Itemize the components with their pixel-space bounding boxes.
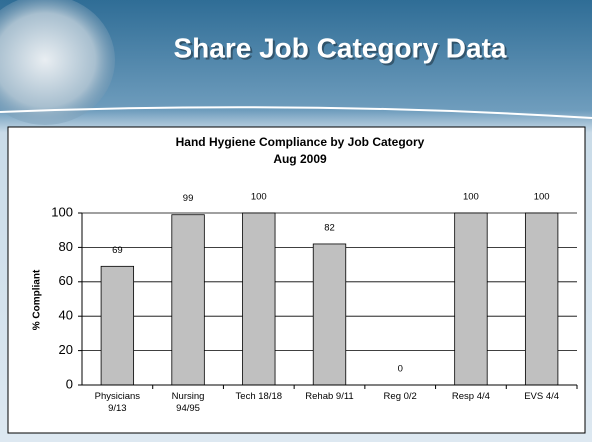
- y-tick-label: 60: [59, 273, 73, 288]
- bar: [101, 266, 134, 385]
- x-tick-label: Reg 0/2: [371, 391, 430, 403]
- bar: [455, 213, 488, 385]
- chart: Share Job Category Data Share Job Catego…: [0, 0, 592, 442]
- x-tick-label: Physicians 9/13: [88, 391, 147, 415]
- data-label: 0: [398, 364, 403, 375]
- y-tick-label: 40: [59, 308, 73, 323]
- data-label: 99: [183, 193, 194, 204]
- x-tick-label: EVS 4/4: [512, 391, 571, 403]
- y-tick-label: 100: [51, 204, 73, 219]
- x-tick-label: Nursing 94/95: [159, 391, 218, 415]
- y-tick-label: 20: [59, 342, 73, 357]
- x-tick-label: Resp 4/4: [442, 391, 501, 403]
- bar: [525, 213, 558, 385]
- chart-frame: [8, 127, 585, 433]
- x-tick-label: Tech 18/18: [229, 391, 288, 403]
- slide-title: Share Job Category Data: [174, 32, 507, 63]
- bar: [172, 215, 205, 385]
- bar: [243, 213, 276, 385]
- chart-title: Hand Hygiene Compliance by Job Category: [176, 135, 425, 149]
- data-label: 100: [534, 192, 550, 203]
- data-label: 100: [463, 192, 479, 203]
- bar: [313, 244, 346, 385]
- slide: Share Job Category Data Share Job Catego…: [0, 0, 592, 442]
- data-label: 100: [251, 192, 267, 203]
- data-label: 82: [324, 222, 335, 233]
- chart-subtitle: Aug 2009: [273, 152, 327, 166]
- x-tick-label: Rehab 9/11: [300, 391, 359, 403]
- y-tick-label: 0: [66, 376, 73, 391]
- y-axis-label: % Compliant: [32, 269, 43, 330]
- y-tick-label: 80: [59, 239, 73, 254]
- data-label: 69: [112, 245, 123, 256]
